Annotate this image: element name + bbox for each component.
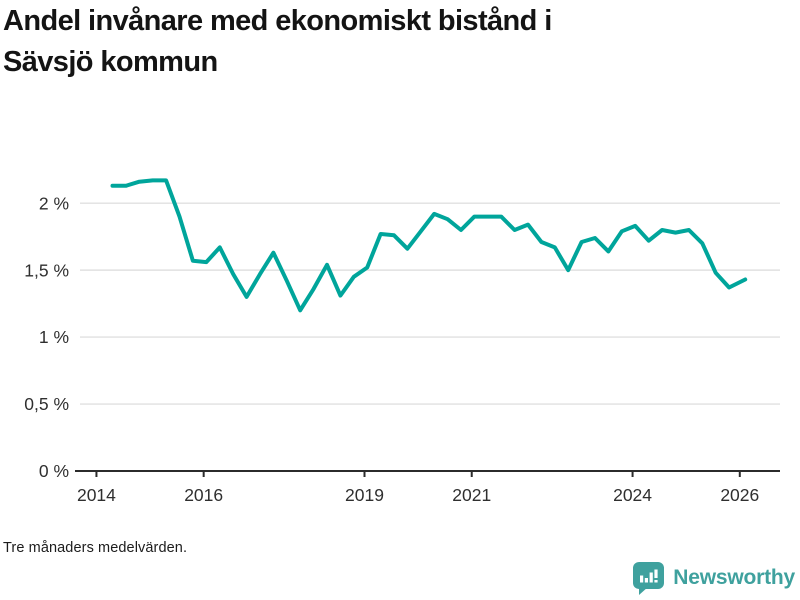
y-axis-label: 2 % [39,193,69,213]
x-axis-label: 2019 [345,485,384,505]
x-axis-label: 2016 [184,485,223,505]
page-title: Andel invånare med ekonomiskt bistånd i … [3,1,795,83]
y-axis-label: 1 % [39,327,69,347]
data-line-savsjo [113,180,746,310]
bar-chart-speech-bubble-icon [632,561,665,595]
x-axis-label: 2021 [452,485,491,505]
footer-note: Tre månaders medelvärden. [3,540,187,556]
chart-card: Andel invånare med ekonomiskt bistånd i … [0,0,800,600]
title-line-2: Sävsjö kommun [3,42,795,83]
newsworthy-wordmark: Newsworthy [673,566,795,590]
y-axis-label: 1,5 % [24,260,69,280]
x-axis-label: 2014 [77,485,116,505]
x-axis-label: 2024 [613,485,652,505]
title-line-1: Andel invånare med ekonomiskt bistånd i [3,1,795,42]
y-axis-label: 0 % [39,461,69,481]
y-axis-label: 0,5 % [24,394,69,414]
x-axis-label: 2026 [720,485,759,505]
newsworthy-logo-link[interactable]: Newsworthy [632,561,795,595]
